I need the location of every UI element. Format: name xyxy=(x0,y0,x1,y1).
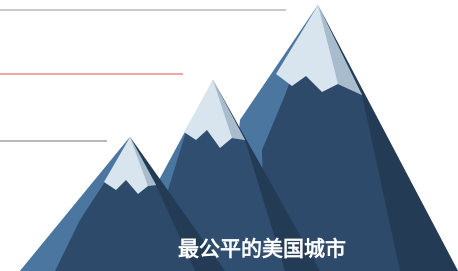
page: 最公平的美国城市 (() => { const data = JSON.pars… xyxy=(0,0,458,271)
slide-graphic: 最公平的美国城市 xyxy=(0,0,458,271)
caption: 最公平的美国城市 xyxy=(178,237,346,261)
